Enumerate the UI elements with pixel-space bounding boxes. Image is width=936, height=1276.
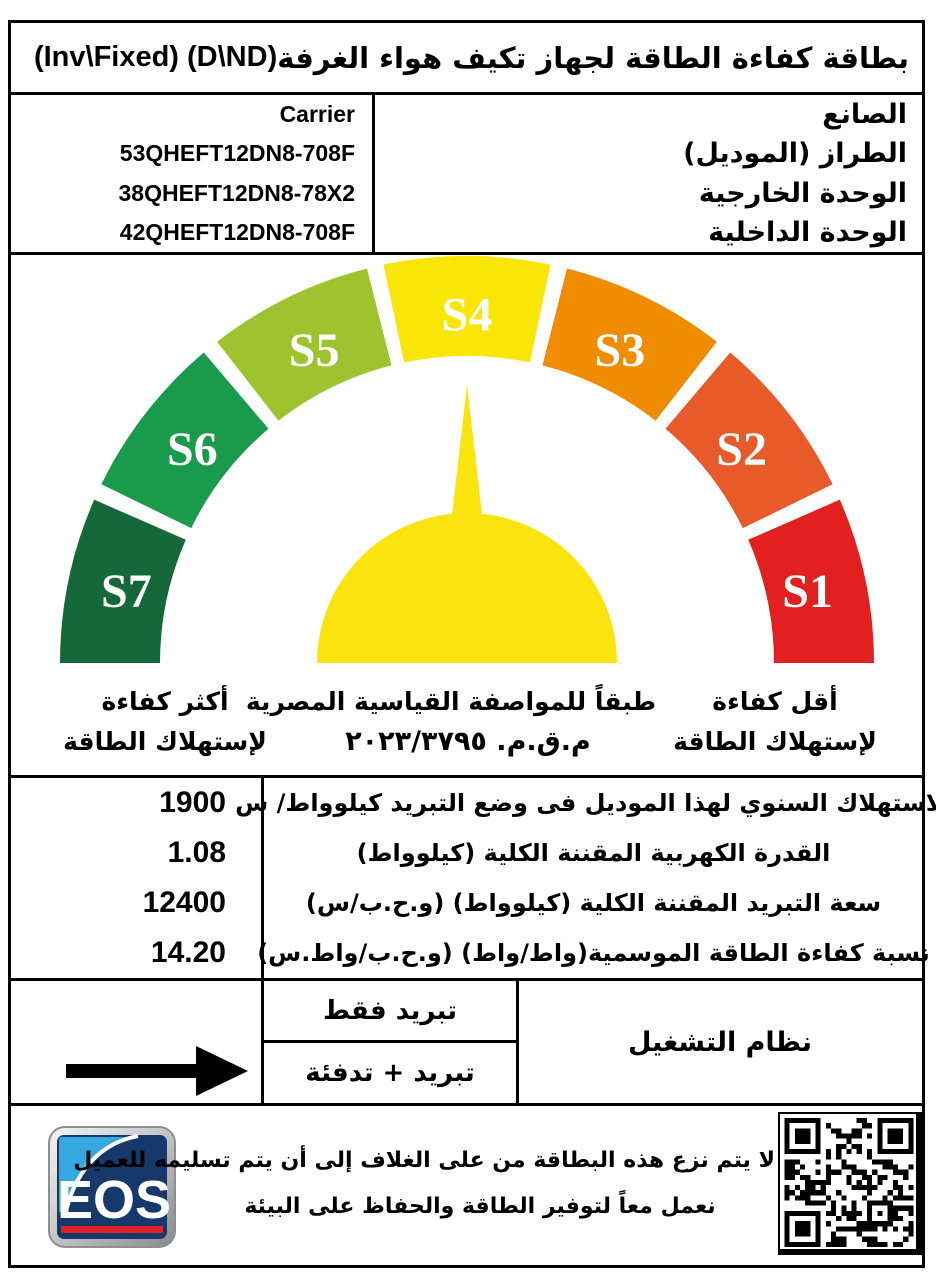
- rated-power-label: القدرة الكهربية المقننة الكلية (كيلوواط): [356, 839, 831, 867]
- annual-consumption-value: 1900: [159, 786, 226, 819]
- divider: [261, 778, 264, 978]
- divider: [8, 978, 925, 981]
- gauge-segment-S3: [542, 268, 717, 421]
- divider: [516, 981, 519, 1103]
- gauge-caption-standard: طبقاً للمواصفة القياسية المصرية م.ق.م. ٢…: [245, 687, 656, 757]
- outdoor-unit-value: 38QHEFT12DN8-78X2: [118, 179, 356, 206]
- gauge-segment-S7: [60, 499, 186, 663]
- page-title: بطاقة كفاءة الطاقة لجهاز تكيف هواء الغرف…: [8, 20, 925, 95]
- gauge-segment-S1: [748, 499, 874, 663]
- divider: [8, 1103, 925, 1106]
- operation-mode-header: نظام التشغيل: [627, 1026, 813, 1058]
- qr-code-pattern: [784, 1118, 914, 1247]
- seasonal-eer-label: نسبة كفاءة الطاقة الموسمية(واط/واط) (و.ح…: [257, 939, 930, 967]
- gauge-dome: [317, 513, 617, 663]
- cooling-capacity-label: سعة التبريد المقننة الكلية (كيلوواط) (و.…: [305, 889, 882, 917]
- gauge-segment-label-S7: S7: [101, 565, 152, 618]
- rated-power-value: 1.08: [167, 836, 226, 869]
- gauge-caption-more-efficient: أكثر كفاءة لإستهلاك الطاقة: [63, 687, 267, 756]
- annual-consumption-label: الاستهلاك السنوي لهذا الموديل فى وضع الت…: [235, 789, 936, 817]
- option-cooling-only: تبريد فقط: [323, 995, 457, 1026]
- gauge-needle: [451, 385, 483, 523]
- page-title-latin: (Inv\Fixed) (D\ND): [33, 41, 278, 73]
- indoor-unit-label: الوحدة الداخلية: [708, 216, 907, 248]
- footer-line1: لا يتم نزع هذه البطاقة من على الغلاف إلى…: [73, 1148, 775, 1173]
- eos-logo-white-arc: [63, 1134, 139, 1217]
- gauge-segment-label-S3: S3: [595, 324, 646, 377]
- gauge-segment-label-S1: S1: [782, 565, 833, 618]
- manufacturer-labels-column: الصانع الطراز (الموديل) الوحدة الخارجية …: [375, 95, 921, 252]
- gauge-segment-S5: [217, 268, 392, 421]
- footer-notice: لا يتم نزع هذه البطاقة من على الغلاف إلى…: [73, 1124, 775, 1244]
- model-value: 53QHEFT12DN8-708F: [119, 140, 355, 167]
- page-title-arabic: بطاقة كفاءة الطاقة لجهاز تكيف هواء الغرف…: [277, 40, 910, 75]
- footer-line2: نعمل معاً لتوفير الطاقة والحفاظ على البي…: [244, 1194, 716, 1219]
- divider: [261, 981, 264, 1103]
- gauge-segment-label-S4: S4: [442, 289, 493, 342]
- model-label: الطراز (الموديل): [683, 138, 907, 170]
- manufacturer-values-column: Carrier 53QHEFT12DN8-708F 38QHEFT12DN8-7…: [11, 95, 369, 252]
- gauge-segment-label-S2: S2: [716, 423, 767, 476]
- eos-logo-text: EOS: [57, 1170, 171, 1230]
- divider: [264, 1040, 516, 1043]
- gauge-segment-S4: [383, 255, 551, 363]
- cooling-capacity-value: 12400: [142, 886, 226, 919]
- gauge-caption-less-efficient: أقل كفاءة لإستهلاك الطاقة: [673, 687, 877, 756]
- outer-frame: [8, 20, 925, 1268]
- selected-mode-arrow-icon: [66, 1046, 248, 1096]
- efficiency-gauge: S7 S6 S5 S4 S3 S2 S1: [60, 255, 874, 663]
- outdoor-unit-label: الوحدة الخارجية: [698, 177, 907, 209]
- option-cooling-heating: تبريد + تدفئة: [305, 1058, 475, 1088]
- gauge-segment-label-S5: S5: [289, 324, 340, 377]
- eos-logo-red-stripe: [61, 1226, 163, 1233]
- divider: [8, 252, 925, 255]
- indoor-unit-value: 42QHEFT12DN8-708F: [119, 218, 355, 245]
- gauge-segment-label-S6: S6: [167, 423, 218, 476]
- gauge-segment-S2: [665, 352, 833, 529]
- divider: [8, 775, 925, 778]
- eos-logo: EOS: [48, 1126, 176, 1248]
- divider: [372, 95, 375, 252]
- spec-values-column: 1900 1.08 12400 14.20: [11, 778, 226, 978]
- manufacturer-value: Carrier: [279, 101, 355, 128]
- manufacturer-label: الصانع: [822, 99, 907, 131]
- gauge-segment-S6: [101, 352, 269, 529]
- eos-logo-blue-wedge: [59, 1137, 134, 1212]
- qr-code: [778, 1112, 922, 1255]
- seasonal-eer-value: 14.20: [150, 936, 226, 969]
- divider: [8, 92, 925, 95]
- spec-labels-column: الاستهلاك السنوي لهذا الموديل فى وضع الت…: [235, 778, 936, 978]
